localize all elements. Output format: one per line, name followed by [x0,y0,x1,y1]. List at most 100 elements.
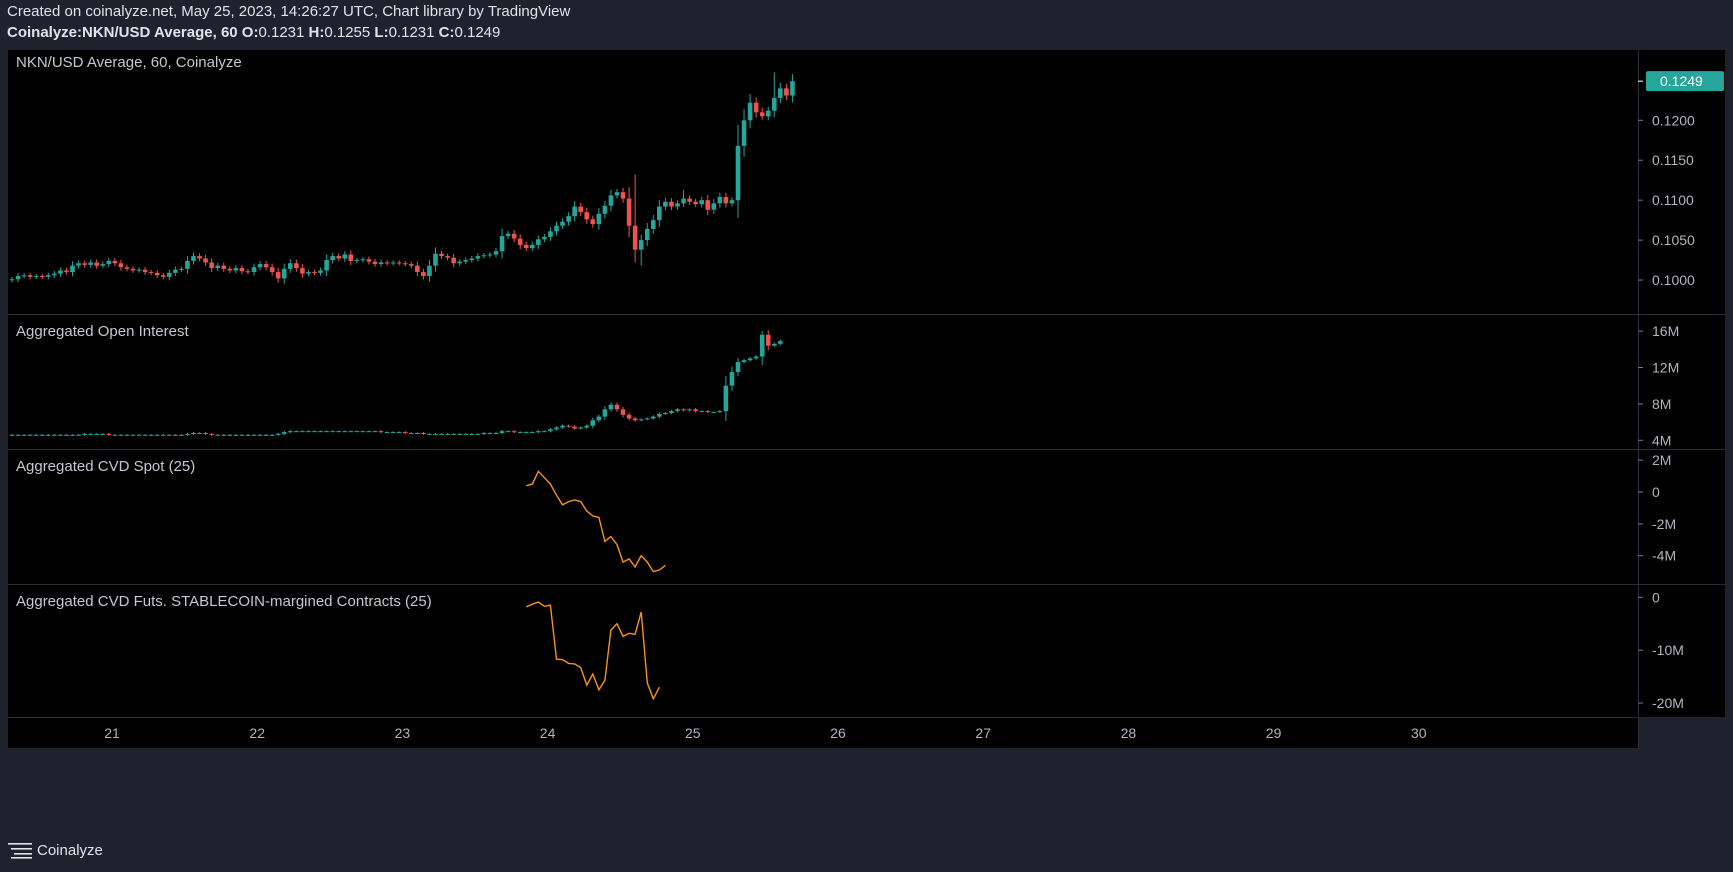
x-tick-label: 27 [975,725,991,741]
candle-body [657,413,662,417]
candle-body [288,431,293,433]
created-on-line: Created on coinalyze.net, May 25, 2023, … [7,3,571,20]
candle-body [52,273,57,276]
candle-body [58,270,63,274]
candle-body [281,432,287,434]
low-key: L: [374,24,389,41]
candle-body [572,206,577,217]
candle-body [681,409,686,411]
candle-body [118,263,124,268]
candle-body [197,432,202,434]
candle-body [499,236,505,252]
y-tick-label: 4M [1652,432,1671,448]
candle-body [451,433,456,435]
candle-body [15,276,21,280]
candle-body [300,431,305,433]
candle-body [741,360,747,363]
candle-body [221,434,227,436]
x-tick-label: 26 [830,725,846,741]
candle-body [82,263,87,265]
y-tick-label: 0.1050 [1652,232,1695,248]
candle-body [560,221,565,226]
oi-pane-title: Aggregated Open Interest [16,323,189,340]
candle-body [203,432,208,434]
candle-body [705,411,711,413]
candle-body [602,205,608,214]
chart-area[interactable]: 0.1200 0.1150 0.1100 0.1050 0.1000 0.1249 16M 1… [8,50,1725,828]
candle-body [487,254,493,256]
candle-body [614,192,620,196]
candle-body [445,256,450,258]
candle-body [475,256,481,259]
candle-body [233,268,239,271]
x-tick-label: 22 [249,725,265,741]
candle-body [421,272,426,277]
candle-body [21,434,27,436]
candle-body [124,267,130,269]
candle-body [620,192,626,199]
candle-body [499,431,505,433]
candle-body [324,260,329,271]
candle-body [100,264,106,266]
candle-body [112,434,118,436]
candle-body [179,268,184,270]
candle-body [209,262,214,269]
y-tick-label: 8M [1652,396,1671,412]
candle-body [312,431,317,433]
candle-body [366,259,372,262]
candle-body [378,262,384,265]
candle-body [445,433,450,435]
candle-body [530,432,535,434]
candle-body [82,433,87,435]
candle-body [21,275,27,277]
footer-brand[interactable]: Coinalyze [8,841,103,859]
candle-body [608,195,614,206]
candle-body [360,431,366,433]
candle-body [130,434,136,436]
candle-body [469,258,475,261]
y-axis-background [1638,584,1725,717]
candle-body [439,433,444,435]
candle-body [523,432,529,434]
y-tick-label: 0.1200 [1652,112,1695,128]
y-axis-background [1638,449,1725,584]
ohlc-line: Coinalyze:NKN/USD Average, 60 O:0.1231 H… [7,24,500,41]
x-tick-label: 29 [1266,725,1282,741]
candle-body [354,260,360,262]
candle-body [288,263,293,269]
candle-body [70,265,75,273]
candle-body [142,269,148,273]
candle-body [644,418,650,420]
candle-body [167,272,172,277]
candle-body [384,262,390,264]
candle-body [614,404,620,410]
candle-body [669,411,674,413]
candle-body [536,431,541,433]
candle-body [772,343,777,346]
candle-body [342,431,348,433]
candle-body [632,418,638,421]
y-tick-label: 0.1100 [1652,192,1694,208]
candle-body [657,206,662,221]
candle-body [548,231,553,237]
cvd-spot-pane-title: Aggregated CVD Spot (25) [16,458,195,475]
candle-body [608,404,614,410]
candle-body [372,261,378,265]
candle-body [336,431,341,433]
y-tick-label: -4M [1652,548,1676,564]
candle-body [9,434,15,436]
candle-body [39,276,45,278]
candle-body [76,263,81,266]
y-tick-label: -10M [1652,642,1684,658]
candle-body [372,431,378,433]
y-tick-label: 2M [1652,452,1671,468]
candle-body [263,264,269,268]
candle-body [64,434,69,436]
candle-body [142,434,148,436]
candle-body [33,276,39,278]
y-axis-background [1638,314,1725,449]
price-pane-title: NKN/USD Average, 60, Coinalyze [16,54,242,71]
candle-body [9,279,15,281]
cvd-line [526,470,666,573]
candle-body [711,203,717,210]
